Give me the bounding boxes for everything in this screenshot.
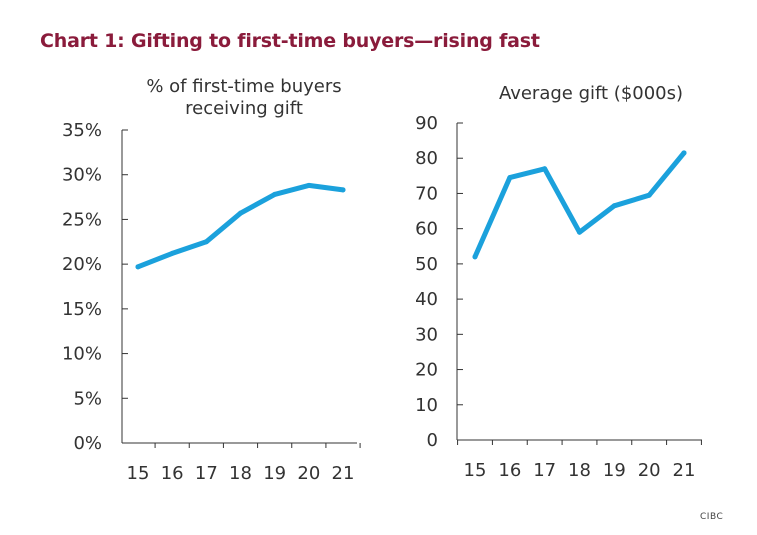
right-data-point — [611, 203, 617, 209]
source-label: CIBC — [700, 512, 724, 522]
right-x-tick-label: 21 — [673, 460, 696, 481]
right-data-point — [472, 254, 478, 260]
left-data-point — [135, 264, 141, 270]
right-x-tick-label: 19 — [603, 460, 626, 481]
left-data-point — [306, 182, 312, 188]
right-x-tick-label: 20 — [638, 460, 661, 481]
left-y-tick-label: 25% — [62, 209, 102, 230]
right-y-tick-label: 40 — [415, 289, 438, 310]
left-x-tick-label: 21 — [332, 463, 355, 484]
left-data-point — [169, 250, 175, 256]
left-x-tick-label: 19 — [263, 463, 286, 484]
chart-title: Chart 1: Gifting to first-time buyers—ri… — [40, 30, 540, 52]
left-series-line — [135, 182, 346, 270]
right-x-tick-label: 15 — [464, 460, 487, 481]
right-data-point — [542, 166, 548, 172]
right-y-tick-label: 30 — [415, 324, 438, 345]
left-y-tick-label: 0% — [73, 433, 102, 454]
right-panel-title-line: Average gift ($000s) — [499, 83, 683, 104]
left-data-point — [340, 187, 346, 193]
right-data-point — [646, 192, 652, 198]
right-data-point — [681, 150, 687, 156]
right-x-tick-label: 17 — [533, 460, 556, 481]
right-data-point — [507, 175, 513, 181]
left-y-tick-label: 15% — [62, 299, 102, 320]
left-panel-title-line: receiving gift — [185, 98, 303, 119]
right-y-tick-label: 50 — [415, 254, 438, 275]
left-x-tick-label: 17 — [195, 463, 218, 484]
left-data-point — [203, 239, 209, 245]
left-y-tick-label: 5% — [73, 388, 102, 409]
left-y-tick-label: 35% — [62, 120, 102, 141]
right-y-tick-label: 90 — [415, 113, 438, 134]
left-y-tick-label: 30% — [62, 165, 102, 186]
left-x-tick-label: 16 — [161, 463, 184, 484]
right-data-point — [577, 229, 582, 235]
left-x-tick-label: 20 — [297, 463, 320, 484]
right-series-line — [472, 150, 687, 260]
left-y-tick-label: 10% — [62, 344, 102, 365]
right-y-tick-label: 10 — [415, 395, 438, 416]
right-x-tick-label: 16 — [498, 460, 521, 481]
right-x-tick-label: 18 — [568, 460, 591, 481]
left-data-point — [272, 191, 278, 197]
left-data-point — [238, 210, 243, 216]
right-y-tick-label: 20 — [415, 360, 438, 381]
left-x-tick-label: 15 — [127, 463, 150, 484]
right-y-tick-label: 60 — [415, 219, 438, 240]
right-y-tick-label: 70 — [415, 183, 438, 204]
left-panel-title-line: % of first-time buyers — [146, 76, 341, 97]
right-y-tick-label: 80 — [415, 148, 438, 169]
right-y-tick-label: 0 — [427, 430, 438, 451]
left-y-tick-label: 20% — [62, 254, 102, 275]
left-x-tick-label: 18 — [229, 463, 252, 484]
